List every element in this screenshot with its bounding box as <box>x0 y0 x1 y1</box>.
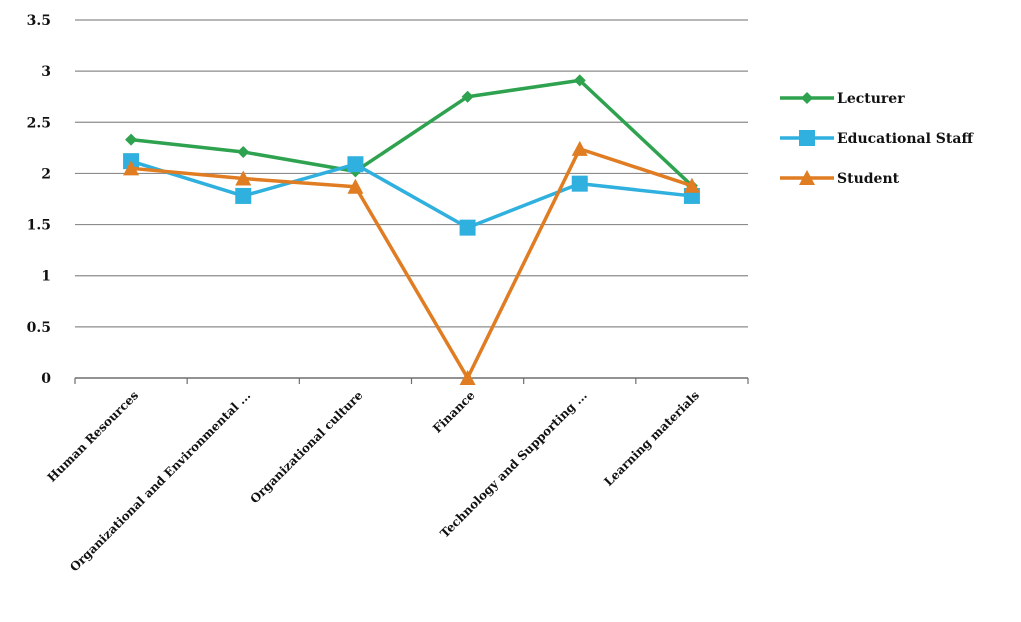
data-point <box>347 156 364 173</box>
y-tick-label: 0.5 <box>27 320 51 336</box>
legend-marker <box>801 92 813 104</box>
series-line <box>130 147 693 380</box>
data-point <box>123 160 140 176</box>
legend-marker <box>799 170 815 185</box>
legend-label: Student <box>837 171 900 187</box>
data-point <box>573 74 586 87</box>
data-point <box>461 90 474 103</box>
y-tick-label: 0 <box>41 371 51 387</box>
data-point <box>683 177 700 193</box>
x-tick-label: Finance <box>430 388 478 436</box>
data-point <box>235 170 252 186</box>
series-educational-staff <box>123 153 700 236</box>
data-point <box>347 178 364 194</box>
x-tick-label: Organizational and Environmental ... <box>67 388 253 574</box>
data-point <box>571 140 588 156</box>
y-tick-label: 3 <box>41 64 51 80</box>
data-point <box>459 219 476 236</box>
data-point <box>571 175 588 192</box>
y-tick-label: 3.5 <box>27 13 51 29</box>
series-student <box>123 140 700 385</box>
legend-item: Educational Staff <box>780 130 974 147</box>
legend-marker <box>799 130 815 146</box>
y-tick-label: 2 <box>41 166 51 182</box>
y-tick-label: 1 <box>41 269 51 285</box>
legend-item: Student <box>780 170 900 187</box>
data-point <box>237 145 250 158</box>
data-point <box>125 133 138 146</box>
data-point <box>459 370 476 385</box>
y-tick-label: 2.5 <box>27 115 51 131</box>
data-point <box>235 187 252 204</box>
legend: Lecturer Educational Staff Student <box>780 91 974 187</box>
y-tick-label: 1.5 <box>27 218 51 234</box>
legend-label: Lecturer <box>837 91 905 107</box>
series-line <box>130 78 694 187</box>
series-group <box>123 74 700 385</box>
legend-label: Educational Staff <box>837 131 974 147</box>
x-tick-label: Organizational culture <box>247 388 365 506</box>
x-tick-label: Human Resources <box>45 388 142 485</box>
legend-item: Lecturer <box>780 91 905 107</box>
series-line <box>130 159 693 230</box>
x-tick-label: Learning materials <box>601 388 702 489</box>
